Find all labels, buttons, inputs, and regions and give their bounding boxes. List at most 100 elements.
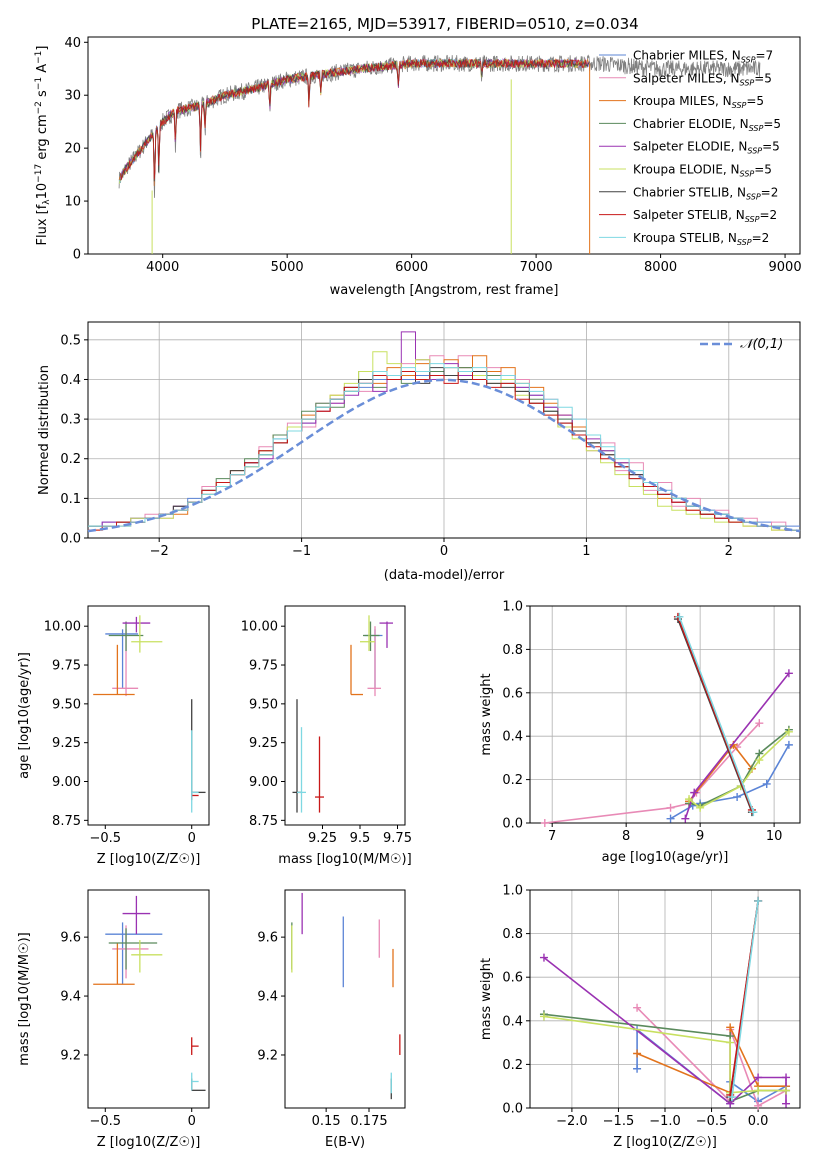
y-tick-label: 0 bbox=[73, 248, 81, 263]
mass-vs-EBV-panel: 0.15 0.175 9.2 9.4 9.6 E(B-V) bbox=[257, 889, 406, 1150]
mass-weight-marker bbox=[726, 1023, 735, 1032]
axes-frame bbox=[87, 605, 210, 826]
x-axis-label: Z [log10(Z/Z☉)] bbox=[97, 852, 201, 867]
x-tick-label: 10 bbox=[766, 829, 783, 844]
x-tick-label: 0.0 bbox=[748, 1114, 769, 1129]
y-tick-label: 9.25 bbox=[249, 736, 278, 751]
y-tick-label: 9.6 bbox=[60, 931, 81, 946]
mass-weight-marker bbox=[754, 1073, 763, 1082]
mass-weight-marker bbox=[782, 1073, 791, 1082]
x-tick-label: 1 bbox=[582, 544, 590, 559]
x-tick-label: −0.5 bbox=[696, 1114, 728, 1129]
mass-weight-marker bbox=[633, 1049, 642, 1058]
x-tick-label: 0 bbox=[440, 544, 448, 559]
y-axis-label: mass [log10(M/M☉)] bbox=[17, 932, 32, 1065]
x-tick-label: 8 bbox=[622, 829, 630, 844]
mass-weight-marker bbox=[754, 896, 763, 905]
x-tick-label: −0.5 bbox=[89, 831, 121, 846]
y-tick-label: 0.1 bbox=[60, 492, 81, 507]
x-tick-label: 5000 bbox=[271, 260, 304, 275]
y-tick-label: 9.2 bbox=[60, 1048, 81, 1063]
x-tick-label: 0 bbox=[188, 1114, 196, 1129]
mass-weight-marker bbox=[540, 819, 549, 827]
y-tick-label: 0.6 bbox=[502, 971, 523, 986]
mass-weight-marker bbox=[690, 788, 699, 797]
mass-weight-marker bbox=[685, 795, 694, 804]
x-tick-label: 9 bbox=[696, 829, 704, 844]
axes-frame bbox=[529, 605, 801, 824]
x-axis-label: wavelength [Angstrom, rest frame] bbox=[330, 283, 559, 298]
mass-weight-line bbox=[544, 722, 760, 824]
mass-vs-Z-panel: −0.5 0 9.2 9.4 9.6 Z [log10(Z/Z☉)] mass [log10… bbox=[17, 889, 210, 1150]
normal-reference-curve bbox=[87, 378, 801, 533]
y-tick-label: 0.4 bbox=[502, 730, 523, 745]
residuals-panel: −2 −1 0 1 2 0.0 0.1 0.2 0.3 0.4 0.5 𝒩(0,1) (data-mod… bbox=[37, 321, 801, 583]
legend-label: 𝒩(0,1) bbox=[740, 337, 783, 352]
x-tick-label: −1 bbox=[292, 544, 311, 559]
y-axis-label: Normed distribution bbox=[37, 365, 52, 495]
spectrum-lines bbox=[118, 54, 761, 254]
mass-weight-marker bbox=[633, 1003, 642, 1012]
mass-weight-marker bbox=[755, 756, 764, 765]
legend-label: Chabrier MILES, NSSP=7 bbox=[633, 49, 773, 65]
x-tick-label: 9.75 bbox=[383, 831, 412, 846]
y-tick-label: 1.0 bbox=[502, 600, 523, 615]
y-tick-label: 0.6 bbox=[502, 686, 523, 701]
y-tick-label: 9.50 bbox=[249, 697, 278, 712]
y-tick-label: 9.50 bbox=[52, 697, 81, 712]
y-tick-label: 8.75 bbox=[249, 814, 278, 829]
mass-weight-marker bbox=[754, 1101, 763, 1110]
y-tick-label: 10 bbox=[64, 195, 81, 210]
x-tick-label: 7 bbox=[548, 829, 556, 844]
axes-frame bbox=[284, 889, 406, 1109]
mass-weight-marker bbox=[633, 1064, 642, 1073]
weight-vs-age-panel: 7 8 9 10 0.0 0.2 0.4 0.6 0.8 1.0 age [log10(age/yr… bbox=[479, 600, 801, 865]
legend-label: Salpeter MILES, NSSP=5 bbox=[633, 71, 772, 87]
mass-weight-marker bbox=[733, 792, 742, 801]
y-tick-label: 9.6 bbox=[257, 931, 278, 946]
model-spectrum-line bbox=[118, 58, 590, 187]
mass-weight-line bbox=[678, 616, 755, 813]
model-spectrum-line bbox=[119, 58, 587, 181]
x-tick-label: −2.0 bbox=[556, 1114, 588, 1129]
y-tick-label: 0.2 bbox=[502, 1058, 523, 1073]
legend-label: Salpeter ELODIE, NSSP=5 bbox=[633, 140, 780, 156]
model-spectrum-line bbox=[120, 58, 587, 182]
x-axis-label: Z [log10(Z/Z☉)] bbox=[97, 1135, 201, 1150]
spectrum-panel: 4000 5000 6000 7000 8000 9000 0 10 20 30 40 wavelen… bbox=[34, 36, 802, 298]
y-tick-label: 0.4 bbox=[502, 1014, 523, 1029]
mass-weight-marker bbox=[784, 727, 793, 736]
y-tick-label: 9.00 bbox=[52, 775, 81, 790]
y-tick-label: 9.00 bbox=[249, 775, 278, 790]
x-tick-label: −0.5 bbox=[89, 1114, 121, 1129]
mass-weight-marker bbox=[784, 669, 793, 678]
weight-vs-Z-panel: −2.0 −1.5 −1.0 −0.5 0.0 0.0 0.2 0.4 0.6 0.8 1.0 Z [… bbox=[479, 884, 801, 1150]
y-tick-label: 10.00 bbox=[241, 620, 278, 635]
residual-histogram bbox=[88, 363, 800, 531]
x-tick-label: −1.0 bbox=[649, 1114, 681, 1129]
model-spectrum-line bbox=[119, 58, 590, 182]
model-spectrum-line bbox=[120, 58, 587, 180]
y-tick-label: 9.2 bbox=[257, 1048, 278, 1063]
mass-weight-marker bbox=[666, 803, 675, 812]
mass-weight-marker bbox=[762, 779, 771, 788]
x-axis-label: Z [log10(Z/Z☉)] bbox=[613, 1135, 717, 1150]
y-tick-label: 40 bbox=[64, 36, 81, 51]
y-tick-label: 0.8 bbox=[502, 643, 523, 658]
x-tick-label: 0 bbox=[188, 831, 196, 846]
x-axis-label: E(B-V) bbox=[325, 1135, 365, 1150]
y-tick-label: 30 bbox=[64, 89, 81, 104]
y-axis-label: mass weight bbox=[479, 958, 494, 1040]
mass-weight-marker bbox=[782, 1086, 791, 1095]
age-vs-Z-panel: −0.5 0 8.75 9.00 9.25 9.50 9.75 10.00 Z [log10(Z… bbox=[17, 605, 210, 867]
y-tick-label: 0.2 bbox=[502, 773, 523, 788]
panels: 4000 5000 6000 7000 8000 9000010203040wavelen… bbox=[17, 36, 802, 1150]
axes-frame bbox=[87, 36, 801, 255]
x-tick-label: −1.5 bbox=[603, 1114, 635, 1129]
model-spectrum-line bbox=[118, 58, 587, 184]
x-tick-label: 8000 bbox=[644, 260, 677, 275]
mass-weight-marker bbox=[539, 953, 548, 962]
mass-weight-marker bbox=[675, 612, 684, 621]
x-tick-label: 0.15 bbox=[312, 1114, 341, 1129]
